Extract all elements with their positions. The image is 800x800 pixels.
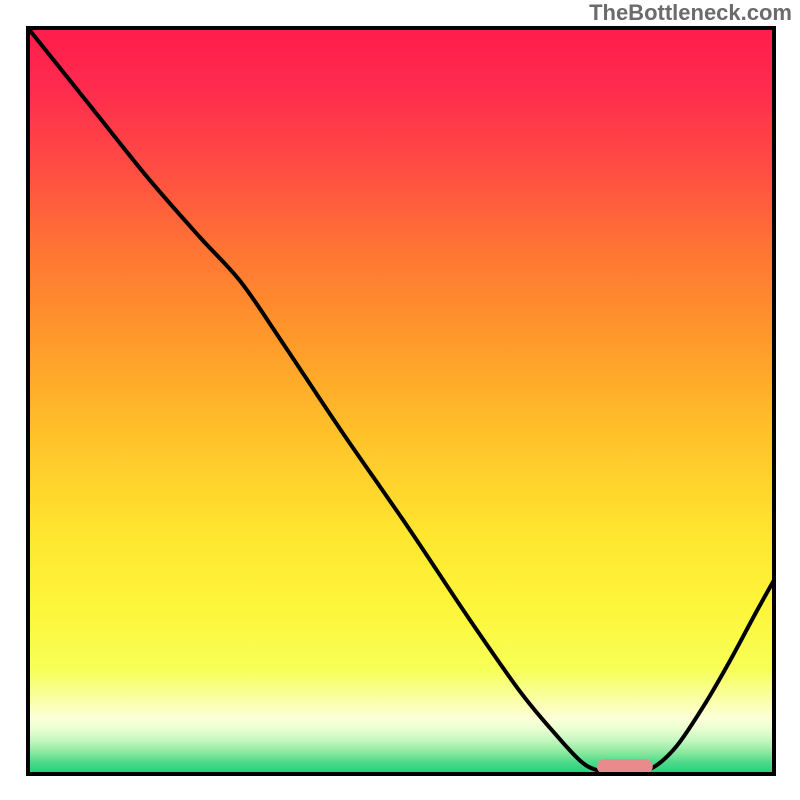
watermark-text: TheBottleneck.com [589,0,792,26]
min-marker [597,759,653,774]
bottleneck-chart [0,0,800,800]
plot-area [28,28,774,774]
chart-container: TheBottleneck.com [0,0,800,800]
gradient-background [28,28,774,774]
